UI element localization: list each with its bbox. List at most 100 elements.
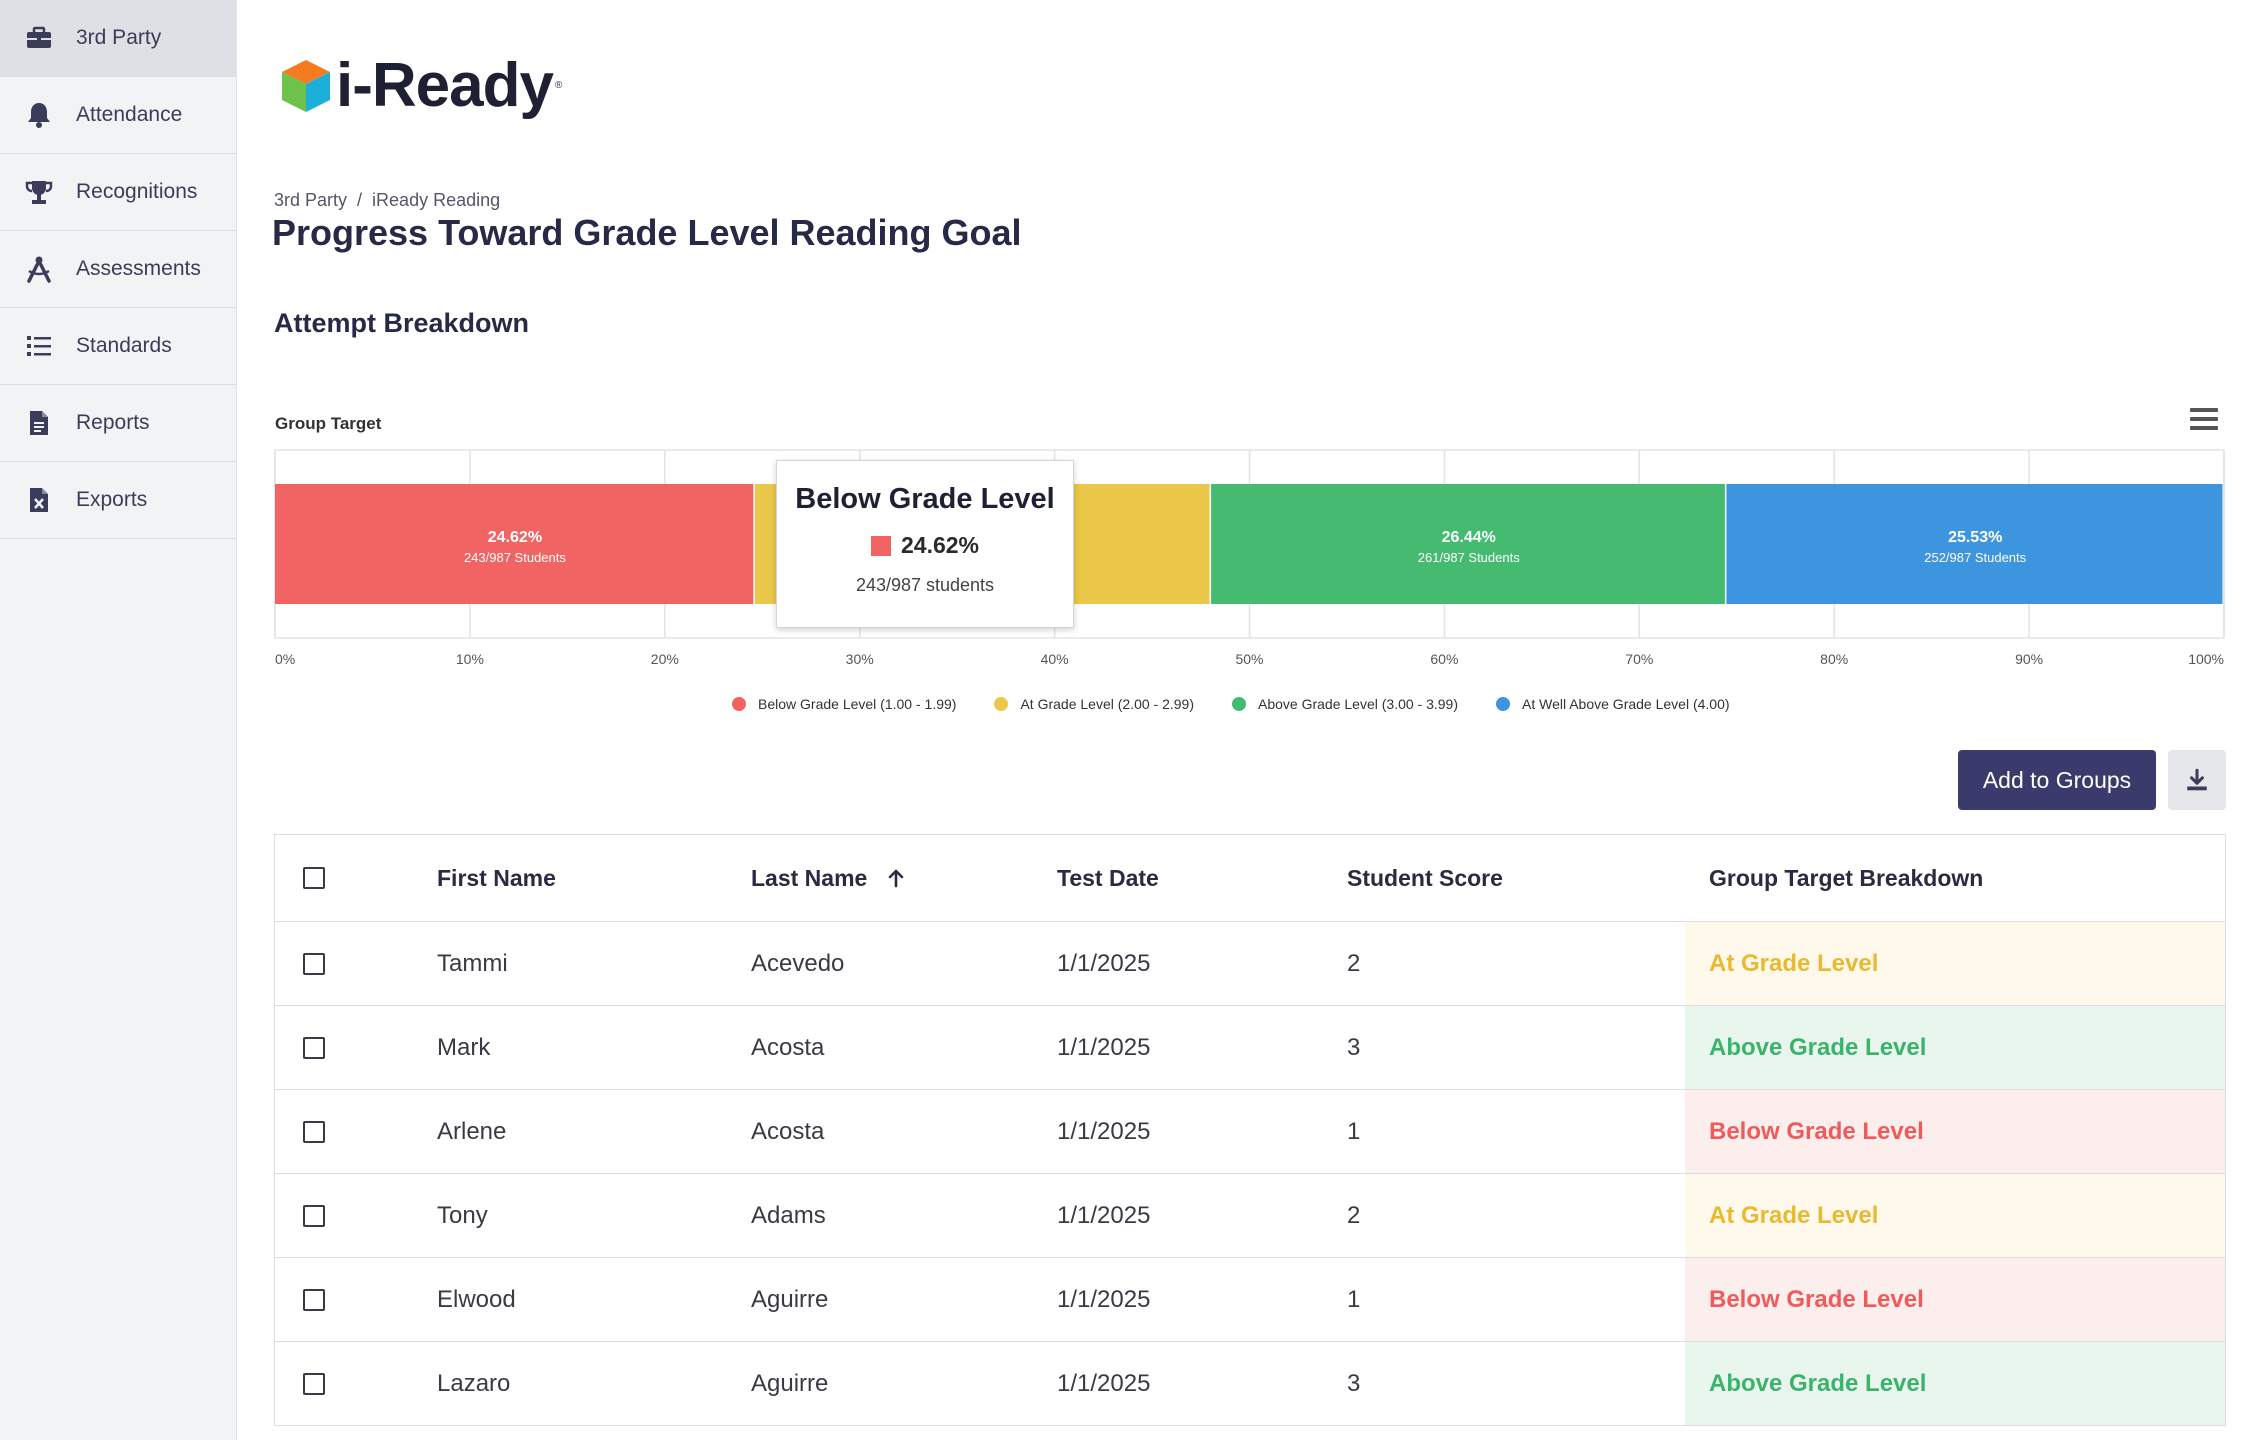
cell-group-target: Below Grade Level [1685,1258,2225,1341]
row-select-cell [303,1342,343,1425]
table-row[interactable]: Mark Acosta 1/1/2025 3 Above Grade Level [275,1006,2225,1090]
header-first-name[interactable]: First Name [437,864,556,891]
chart-menu-icon[interactable] [2190,408,2218,434]
cube-logo-icon [282,59,330,112]
x-tick-label: 90% [2015,651,2043,667]
cell-student-score: 1 [1347,1285,1361,1313]
bar-students-label: 252/987 Students [1924,550,2026,565]
row-checkbox[interactable] [303,1120,325,1143]
bar-segment[interactable] [275,484,754,604]
table-row[interactable]: Tony Adams 1/1/2025 2 At Grade Level [275,1174,2225,1258]
add-to-groups-button[interactable]: Add to Groups [1958,750,2156,810]
bar-segment[interactable] [1726,484,2223,604]
cell-first-name: Mark [437,1033,491,1061]
legend-dot [994,697,1009,711]
table-body: Tammi Acevedo 1/1/2025 2 At Grade Level Mark A… [275,922,2225,1426]
sidebar-item-recognitions[interactable]: Recognitions [0,154,236,231]
x-tick-label: 60% [1430,651,1458,667]
select-all-cell [303,835,343,921]
row-checkbox[interactable] [303,1204,325,1227]
header-last-name[interactable]: Last Name [751,835,1051,921]
sidebar-item-label: 3rd Party [76,26,162,49]
row-checkbox[interactable] [303,952,325,975]
list-icon [22,329,56,363]
sidebar-item-3rd-party[interactable]: 3rd Party [0,0,236,77]
cell-student-score: 3 [1347,1033,1361,1061]
row-select-cell [303,922,343,1005]
compass-icon [22,252,56,286]
download-icon [2187,768,2207,791]
sidebar-item-label: Recognitions [76,180,198,203]
x-tick-label: 10% [456,651,484,667]
cell-test-date: 1/1/2025 [1057,1117,1151,1145]
row-checkbox[interactable] [303,1288,325,1311]
cell-last-name: Acevedo [751,949,845,977]
plot-area-frame [274,449,2225,639]
cell-test-date: 1/1/2025 [1057,949,1151,977]
sidebar-item-standards[interactable]: Standards [0,308,236,385]
table-row[interactable]: Elwood Aguirre 1/1/2025 1 Below Grade Level [275,1258,2225,1342]
sidebar-item-exports[interactable]: Exports [0,462,236,539]
briefcase-icon [22,21,56,55]
legend-item[interactable]: Below Grade Level (1.00 - 1.99) [732,696,956,712]
x-tick-label: 70% [1625,651,1653,667]
row-checkbox[interactable] [303,1036,325,1059]
bar-data-label: 25.53% [1948,529,2002,546]
cell-last-name: Acosta [751,1033,825,1061]
header-student-score[interactable]: Student Score [1347,864,1503,891]
logo-registered-mark: ® [554,80,563,91]
sort-ascending-icon[interactable] [885,867,907,889]
header-group-target[interactable]: Group Target Breakdown [1709,864,1984,891]
breadcrumb: 3rd Party / iReady Reading [274,190,500,211]
bar-data-label: 26.44% [1442,529,1496,546]
table-row[interactable]: Lazaro Aguirre 1/1/2025 3 Above Grade Level [275,1342,2225,1426]
excel-file-icon [22,483,56,517]
student-table: First Name Last Name Test Date Student S… [274,834,2226,1426]
download-button[interactable] [2168,750,2226,810]
cell-first-name: Lazaro [437,1369,511,1397]
bar-students-label: 243/987 Students [464,550,566,565]
sidebar-item-assessments[interactable]: Assessments [0,231,236,308]
tooltip-students: 243/987 students [855,575,995,595]
trophy-icon [22,175,56,209]
sidebar-item-label: Attendance [76,103,183,126]
cell-group-target: Above Grade Level [1685,1006,2225,1089]
select-all-checkbox[interactable] [303,867,325,889]
table-header-row: First Name Last Name Test Date Student S… [275,835,2225,922]
cell-group-target: At Grade Level [1685,1174,2225,1257]
row-select-cell [303,1006,343,1089]
legend-label: At Well Above Grade Level (4.00) [1522,696,1730,712]
legend-item[interactable]: At Well Above Grade Level (4.00) [1496,696,1730,712]
logo-text: i-Ready [336,51,554,120]
cell-first-name: Arlene [437,1117,507,1145]
cell-student-score: 2 [1347,949,1361,977]
table-row[interactable]: Tammi Acevedo 1/1/2025 2 At Grade Level [275,922,2225,1006]
header-test-date[interactable]: Test Date [1057,864,1159,891]
cell-test-date: 1/1/2025 [1057,1033,1151,1061]
cell-group-target: Above Grade Level [1685,1342,2225,1425]
legend-dot [1496,697,1511,711]
x-tick-label: 50% [1235,651,1263,667]
cell-group-target: Below Grade Level [1685,1090,2225,1173]
breadcrumb-current: iReady Reading [372,190,501,210]
sidebar-item-label: Standards [76,334,172,357]
cell-student-score: 3 [1347,1369,1361,1397]
breadcrumb-root-link[interactable]: 3rd Party [274,190,348,210]
tooltip-title: Below Grade Level [795,483,1055,515]
cell-first-name: Tammi [437,949,508,977]
bar-data-label: 24.62% [488,529,542,546]
sidebar-item-attendance[interactable]: Attendance [0,77,236,154]
cell-group-target: At Grade Level [1685,922,2225,1005]
legend-item[interactable]: Above Grade Level (3.00 - 3.99) [1232,696,1458,712]
row-select-cell [303,1174,343,1257]
header-last-name-label: Last Name [751,864,868,891]
document-icon [22,406,56,440]
row-checkbox[interactable] [303,1372,325,1395]
sidebar-item-label: Reports [76,411,150,434]
sidebar-item-reports[interactable]: Reports [0,385,236,462]
cell-last-name: Acosta [751,1117,825,1145]
legend-item[interactable]: At Grade Level (2.00 - 2.99) [994,696,1194,712]
bar-segment[interactable] [1211,484,1725,604]
table-row[interactable]: Arlene Acosta 1/1/2025 1 Below Grade Level [275,1090,2225,1174]
cell-last-name: Adams [751,1201,826,1229]
